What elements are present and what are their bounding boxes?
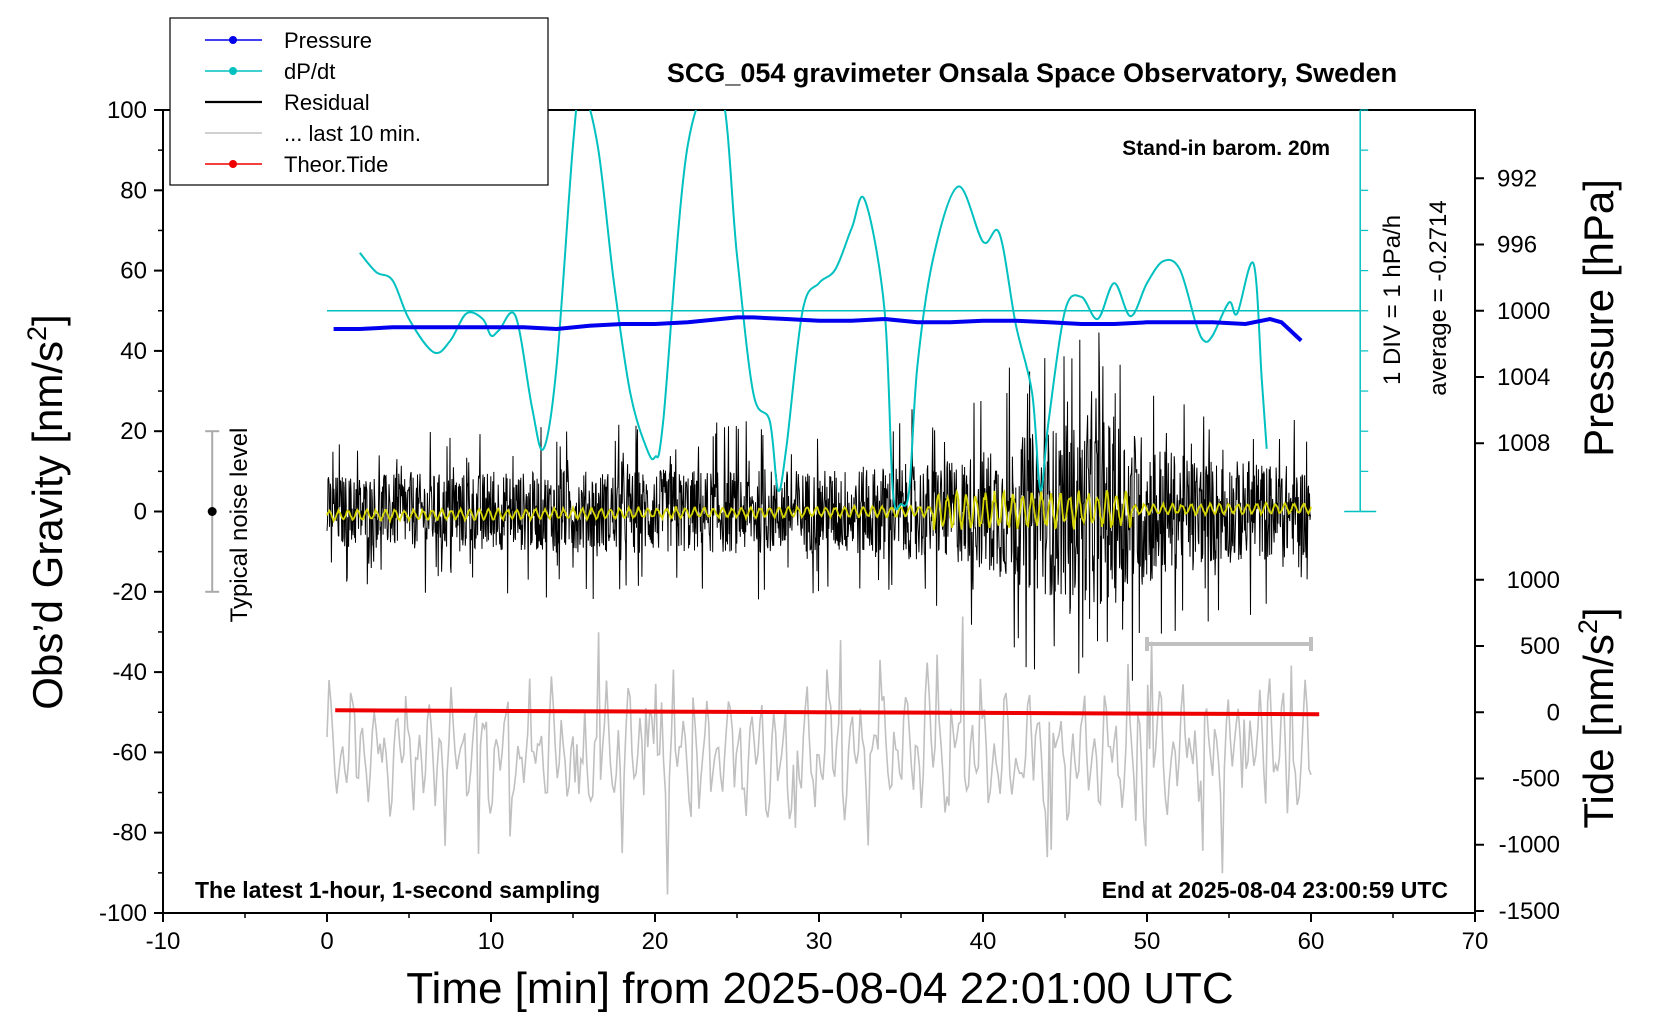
legend-entries: Pressure dP/dt Residual ... last 10 min. The… (205, 28, 421, 177)
tide-line (335, 708, 1320, 717)
noise-label: Typical noise level (226, 428, 253, 623)
x-tick-label: -10 (146, 928, 181, 955)
y-tick-label: 40 (120, 338, 147, 365)
div-label: 1 DIV = 1 hPa/h (1379, 215, 1406, 385)
tide-tick-label: -1000 (1499, 832, 1560, 859)
legend-label: ... last 10 min. (284, 121, 421, 146)
chart-title: SCG_054 gravimeter Onsala Space Observat… (667, 58, 1397, 88)
legend-marker (229, 160, 237, 168)
x-tick-label: 20 (642, 928, 669, 955)
legend-label: Pressure (284, 28, 372, 53)
x-tick-label: 10 (478, 928, 505, 955)
pressure-tick-label: 996 (1497, 232, 1537, 259)
y-axis-title-tide: Tide [nm/s2] (1573, 607, 1622, 828)
noise-bar-center (207, 507, 217, 516)
axis-ticks: -10 0 10 20 30 40 50 60 70-100-80-60-40-20020406… (99, 97, 1560, 955)
residual-line (326, 332, 1311, 681)
x-tick-label: 70 (1462, 928, 1489, 955)
stand-in-label: Stand-in barom. 20m (1122, 137, 1330, 160)
tide-tick-label: 0 (1547, 699, 1560, 726)
y-axis-title-left: Obs’d Gravity [nm/s2] (22, 314, 71, 709)
pressure-tick-label: 1008 (1497, 430, 1550, 457)
tide-tick-label: -1500 (1499, 898, 1560, 925)
bottom-left-note: The latest 1-hour, 1-second sampling (195, 877, 600, 903)
y-tick-label: 0 (134, 499, 147, 526)
y-tick-label: -60 (112, 739, 147, 766)
average-label: average = -0.2714 (1425, 200, 1452, 395)
pressure-tick-label: 1004 (1497, 364, 1550, 391)
legend-label: Residual (284, 90, 370, 115)
dpdt-line (359, 110, 1268, 511)
smoothed-line (326, 488, 1312, 531)
x-tick-label: 50 (1134, 928, 1161, 955)
y-tick-label: 20 (120, 418, 147, 445)
x-tick-label: 40 (970, 928, 997, 955)
y-tick-label: -80 (112, 820, 147, 847)
x-tick-label: 0 (320, 928, 333, 955)
y-tick-label: -40 (112, 659, 147, 686)
legend-label: dP/dt (284, 59, 335, 84)
y-tick-label: 60 (120, 258, 147, 285)
legend: Pressure dP/dt Residual ... last 10 min. The… (169, 17, 549, 186)
legend-label: Theor.Tide (284, 152, 388, 177)
pressure-tick-label: 1000 (1497, 298, 1550, 325)
y-tick-label: -20 (112, 579, 147, 606)
x-tick-label: 60 (1298, 928, 1325, 955)
y-tick-label: 100 (107, 97, 147, 124)
tide-tick-label: 1000 (1507, 567, 1560, 594)
tide-tick-label: -500 (1512, 765, 1560, 792)
legend-marker (229, 67, 237, 75)
x-tick-label: 30 (806, 928, 833, 955)
last-10-min-line (326, 616, 1312, 895)
legend-marker (229, 36, 237, 44)
bottom-right-note: End at 2025-08-04 23:00:59 UTC (1102, 877, 1448, 903)
tide-tick-label: 500 (1520, 633, 1560, 660)
pressure-tick-label: 992 (1497, 165, 1537, 192)
x-axis-title: Time [min] from 2025-08-04 22:01:00 UTC (406, 964, 1233, 1013)
y-tick-label: 80 (120, 177, 147, 204)
pressure-line (333, 315, 1303, 343)
series-group (205, 109, 1377, 895)
y-tick-label: -100 (99, 900, 147, 927)
y-axis-title-pressure: Pressure [hPa] (1575, 179, 1622, 457)
